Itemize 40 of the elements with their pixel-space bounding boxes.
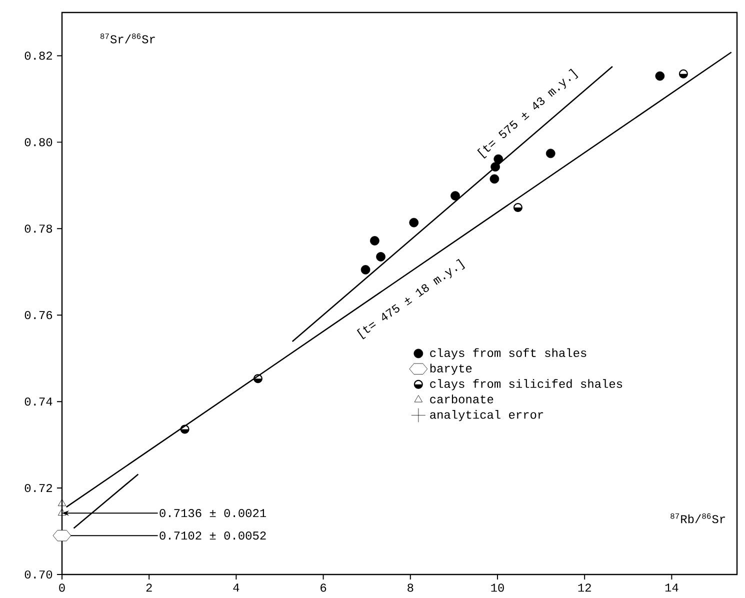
point: [370, 236, 380, 246]
y-tick-label: 0.76: [24, 311, 52, 320]
x-tick-label: 14: [665, 584, 678, 592]
point: [678, 69, 688, 78]
x-axis-title: $^{87}$Rb/$^{86}$Sr: [670, 513, 725, 524]
point: [490, 162, 500, 172]
y-axis-title: $^{87}$Sr/$^{86}$Sr: [100, 34, 155, 44]
point: [655, 71, 665, 81]
annotation: 0.7136 ± 0.0021: [160, 509, 266, 518]
point: [409, 218, 419, 228]
x-tick-label: 6: [320, 584, 326, 592]
point: [360, 265, 370, 274]
y-tick-label: 0.72: [24, 484, 52, 492]
point: [58, 508, 66, 516]
point: [546, 148, 556, 158]
x-tick-label: 12: [578, 584, 591, 592]
point: [513, 202, 522, 212]
x-tick-label: 2: [146, 584, 152, 592]
point: [253, 374, 262, 384]
y-tick-label: 0.70: [24, 570, 52, 579]
legend-label: carbonate: [430, 394, 494, 404]
legend-label: clays from soft shales: [430, 348, 586, 360]
y-tick-label: 0.78: [24, 224, 52, 233]
point: [490, 174, 500, 184]
x-tick-label: 4: [233, 584, 240, 592]
legend-label: baryte: [430, 364, 472, 375]
legend-label: clays from silicifed shales: [430, 379, 622, 390]
y-tick-label: 0.82: [24, 52, 52, 60]
point: [58, 498, 66, 506]
x-tick-label: 8: [408, 584, 414, 592]
annotation: 0.7102 ± 0.0052: [160, 532, 266, 540]
point: [450, 191, 460, 200]
y-tick-label: 0.80: [24, 138, 52, 146]
point: [180, 424, 190, 434]
legend-label: analytical error: [430, 410, 544, 422]
x-tick-label: 0: [59, 584, 65, 592]
point: [494, 154, 504, 164]
point: [376, 252, 386, 262]
x-tick-label: 10: [491, 584, 504, 592]
y-tick-label: 0.74: [24, 398, 52, 406]
